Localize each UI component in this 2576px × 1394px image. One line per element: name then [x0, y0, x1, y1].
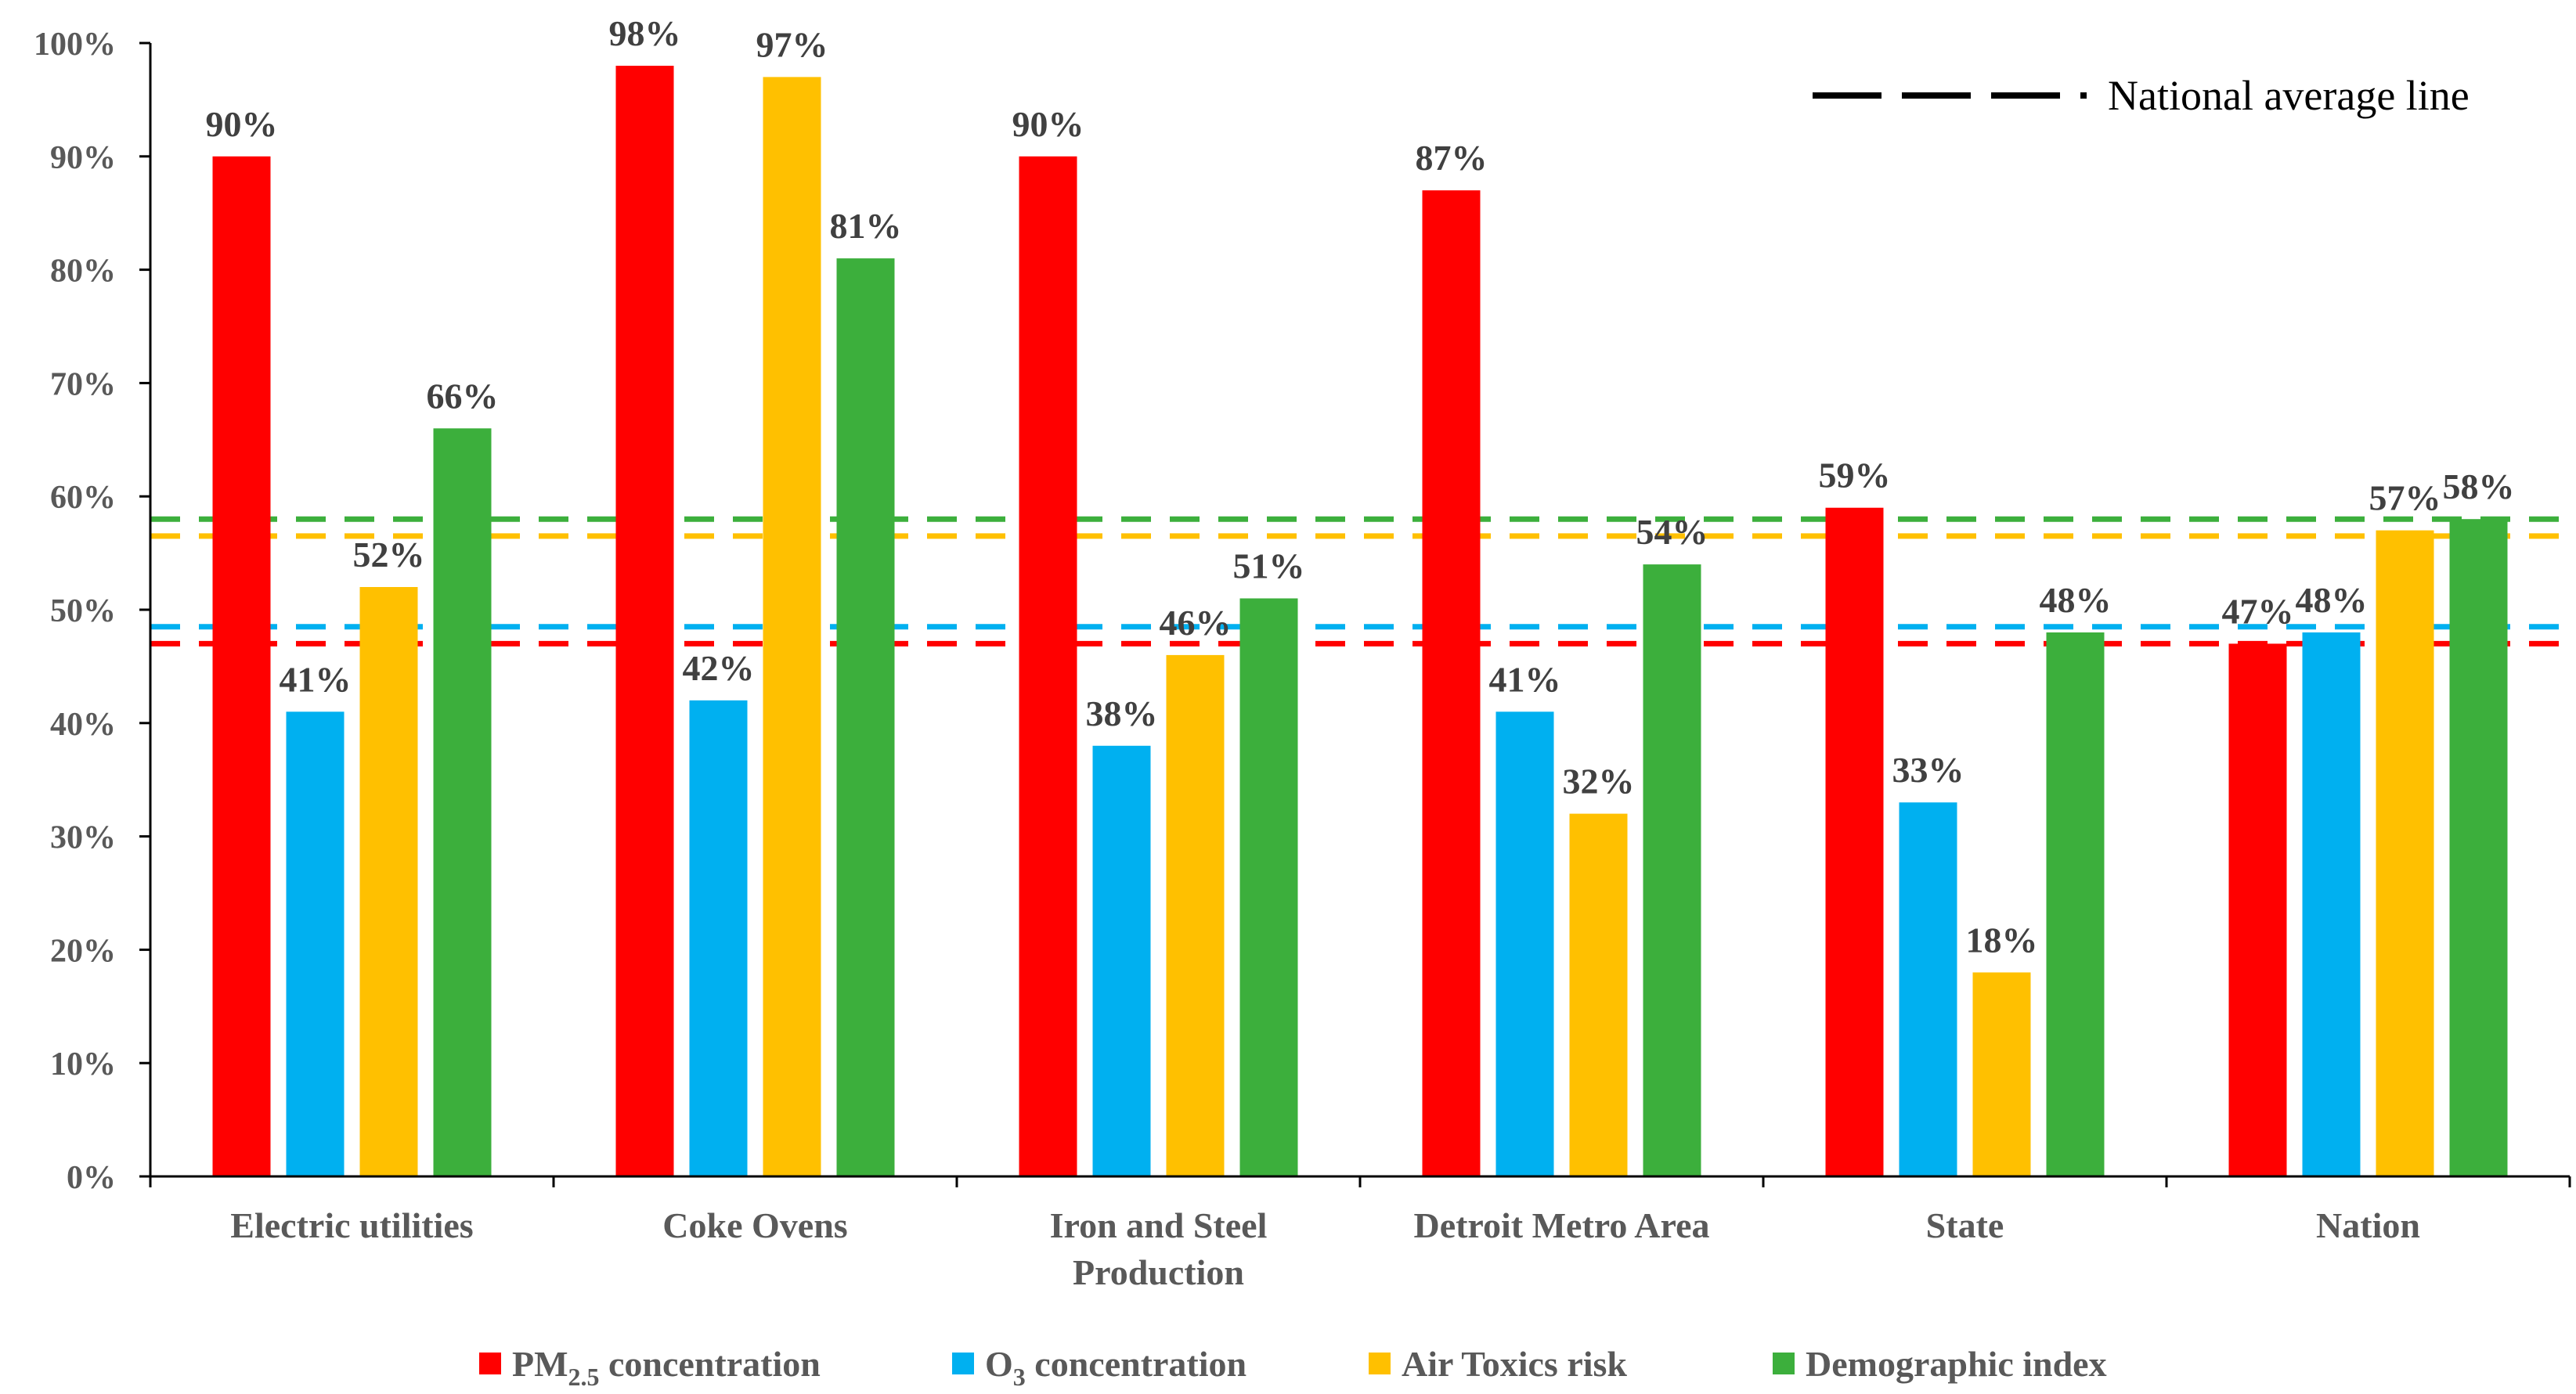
legend-label-o3: O3 concentration: [985, 1344, 1247, 1391]
bar-o3-concentration-nation: [2302, 632, 2361, 1176]
bar-pm2-5-concentration-iron-and-steel-production: [1019, 156, 1077, 1176]
reference-lines: [150, 516, 2570, 647]
bar-air-toxics-risk-detroit-metro-area: [1569, 813, 1628, 1176]
legend-swatch-pm2-5: [479, 1353, 501, 1374]
data-label-air-toxics-risk-1: 97%: [756, 24, 828, 64]
bar-o3-concentration-iron-and-steel-production: [1092, 745, 1151, 1176]
data-labels: 90% 98% 90% 87% 59% 47% 41% 42% 38% 41% 33% 48% 52% 9…: [206, 13, 2515, 960]
y-tick-label: 40%: [50, 707, 116, 743]
national-average-annotation: National average line: [1813, 72, 2470, 119]
data-label-demographic-index-5: 58%: [2443, 466, 2515, 506]
legend-label-demographic-index: Demographic index: [1806, 1344, 2107, 1384]
y-tick-label: 60%: [50, 480, 116, 516]
data-label-demographic-index-0: 66%: [427, 376, 499, 416]
data-label-o3-concentration-4: 33%: [1892, 750, 1964, 790]
legend-swatch-air-toxics-risk: [1369, 1353, 1391, 1374]
y-tick-label: 50%: [50, 593, 116, 629]
data-label-pm2-5-concentration-3: 87%: [1416, 138, 1488, 178]
y-tick-label: 100%: [34, 27, 116, 63]
bar-o3-concentration-detroit-metro-area: [1495, 711, 1554, 1176]
bar-air-toxics-risk-state: [1972, 972, 2031, 1176]
category-label-iron-and-steel-production: Iron and Steel: [1050, 1205, 1268, 1245]
data-label-air-toxics-risk-4: 18%: [1966, 920, 2038, 960]
data-label-pm2-5-concentration-1: 98%: [609, 13, 681, 53]
data-label-air-toxics-risk-3: 32%: [1563, 762, 1635, 801]
y-tick-label: 10%: [50, 1046, 116, 1082]
bar-demographic-index-nation: [2449, 519, 2508, 1176]
y-tick-label: 90%: [50, 140, 116, 176]
bar-air-toxics-risk-nation: [2376, 530, 2434, 1176]
legend-swatch-demographic-index: [1773, 1353, 1795, 1374]
legend-swatch-o3: [952, 1353, 974, 1374]
data-label-demographic-index-2: 51%: [1233, 546, 1305, 586]
bar-air-toxics-risk-electric-utilities: [359, 587, 418, 1176]
y-tick-label: 30%: [50, 820, 116, 856]
bar-air-toxics-risk-iron-and-steel-production: [1166, 654, 1225, 1176]
bar-air-toxics-risk-coke-ovens: [763, 77, 821, 1176]
category-label-electric-utilities: Electric utilities: [230, 1205, 473, 1245]
bar-demographic-index-iron-and-steel-production: [1239, 598, 1298, 1176]
category-label-state: State: [1926, 1205, 2004, 1245]
data-label-o3-concentration-5: 48%: [2296, 580, 2368, 620]
bar-demographic-index-state: [2046, 632, 2105, 1176]
data-label-air-toxics-risk-2: 46%: [1160, 603, 1232, 643]
data-label-pm2-5-concentration-5: 47%: [2222, 591, 2294, 631]
legend-label-air-toxics-risk: Air Toxics risk: [1402, 1344, 1627, 1384]
bar-demographic-index-detroit-metro-area: [1643, 564, 1701, 1176]
bar-o3-concentration-electric-utilities: [286, 711, 345, 1176]
legend: PM2.5 concentration O3 concentration Air T…: [479, 1344, 2107, 1391]
y-tick-label: 0%: [67, 1160, 116, 1196]
data-label-o3-concentration-1: 42%: [683, 648, 755, 688]
bar-o3-concentration-state: [1899, 802, 1957, 1176]
data-label-air-toxics-risk-5: 57%: [2369, 478, 2441, 518]
data-label-demographic-index-3: 54%: [1636, 512, 1708, 552]
data-label-pm2-5-concentration-0: 90%: [206, 104, 278, 144]
bar-demographic-index-electric-utilities: [433, 428, 492, 1176]
legend-label-pm2-5: PM2.5 concentration: [512, 1344, 821, 1391]
category-label-coke-ovens: Coke Ovens: [662, 1205, 847, 1245]
bar-demographic-index-coke-ovens: [836, 258, 895, 1177]
data-label-demographic-index-4: 48%: [2040, 580, 2112, 620]
bar-pm2-5-concentration-state: [1825, 507, 1884, 1176]
data-label-o3-concentration-0: 41%: [280, 659, 352, 699]
bars: [212, 66, 2508, 1177]
category-label-detroit-metro-area: Detroit Metro Area: [1413, 1205, 1709, 1245]
axes: 0% 10% 20% 30% 40% 50% 60% 70% 80% 90% 100% Electri…: [34, 27, 2571, 1292]
y-tick-label: 70%: [50, 366, 116, 402]
bar-pm2-5-concentration-detroit-metro-area: [1422, 190, 1481, 1177]
bar-pm2-5-concentration-electric-utilities: [212, 156, 271, 1176]
bar-pm2-5-concentration-nation: [2228, 643, 2287, 1176]
data-label-pm2-5-concentration-4: 59%: [1819, 456, 1891, 495]
data-label-o3-concentration-3: 41%: [1489, 659, 1561, 699]
bar-pm2-5-concentration-coke-ovens: [615, 66, 674, 1176]
y-tick-label: 80%: [50, 254, 116, 290]
category-label-nation: Nation: [2316, 1205, 2420, 1245]
data-label-air-toxics-risk-0: 52%: [353, 535, 425, 575]
data-label-o3-concentration-2: 38%: [1086, 693, 1158, 733]
category-label-iron-and-steel-production: Production: [1073, 1252, 1244, 1292]
y-tick-label: 20%: [50, 933, 116, 969]
bar-o3-concentration-coke-ovens: [689, 700, 748, 1176]
data-label-pm2-5-concentration-2: 90%: [1012, 104, 1084, 144]
data-label-demographic-index-1: 81%: [830, 206, 902, 246]
annotation-label: National average line: [2108, 72, 2470, 119]
